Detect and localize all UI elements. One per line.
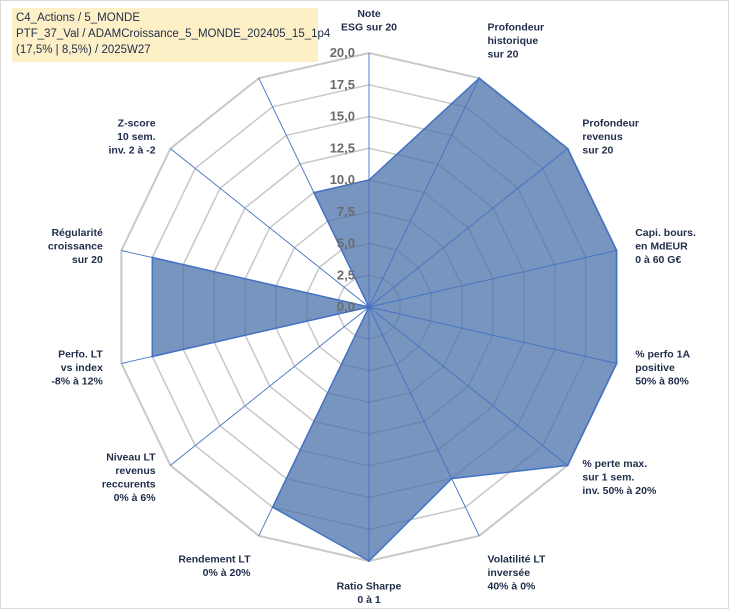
axis-label-line: vs index [61,362,103,374]
tick-label: 7,5 [337,204,355,219]
axis-label-line: inv. 50% à 20% [582,485,657,497]
chart-title-box: C4_Actions / 5_MONDE PTF_37_Val / ADAMCr… [12,8,331,62]
tick-label: 0,0 [337,299,355,314]
axis-label-line: 10 sem. [117,131,156,143]
axis-spoke [368,306,568,466]
axis-label-line: inversée [488,567,531,579]
axis-spoke [368,306,480,536]
title-line-2: PTF_37_Val / ADAMCroissance_5_MONDE_2024… [16,28,331,40]
axis-label-line: positive [635,362,675,374]
axis-label-line: Régularité [51,227,103,239]
axis-spoke [170,306,370,466]
axis-spoke [121,306,370,364]
tick-label: 2,5 [337,267,355,282]
axis-label-line: Ratio Sharpe [337,581,402,593]
axis-label-line: Rendement LT [178,553,251,565]
axis-label: % perte max. sur 1 sem.inv. 50% à 20% [582,458,657,497]
axis-label-line: inv. 2 à -2 [109,145,156,157]
axis-label-line: % perfo 1A [635,349,690,361]
axis-spoke [121,250,370,308]
axis-label-line: Profondeur [582,118,639,130]
axis-label-line: Perfo. LT [58,349,103,361]
axis-spoke [368,148,568,308]
axis-label-line: en MdEUR [635,241,688,253]
axis-label-line: sur 20 [488,49,519,61]
axis-label-line: 0% à 6% [114,492,157,504]
axis-label-line: sur 20 [582,145,613,157]
axis-label-line: sur 20 [72,254,103,266]
axis-label-line: 40% à 0% [488,580,537,592]
axis-label: Rendement LT 0% à 20% [178,553,251,579]
axis-spoke [368,78,480,308]
axis-label-line: Volatilité LT [488,553,547,565]
title-line-3: (17,5% | 8,5%) / 2025W27 [16,44,151,56]
axis-label-line: % perte max. [582,458,647,470]
axis-label-line: historique [488,35,539,47]
tick-label: 20,0 [330,45,355,60]
tick-label: 17,5 [330,77,355,92]
title-line-1: C4_Actions / 5_MONDE [16,12,140,24]
axis-spoke [258,78,370,308]
axis-label-line: 50% à 80% [635,376,689,388]
axis-label-line: croissance [48,241,103,253]
axis-label: Note ESG sur 20 [341,8,397,33]
axis-label-line: 0% à 20% [203,567,252,579]
axis-label-line: revenus [115,465,155,477]
axis-label-line: Z-score [118,118,156,130]
axis-label-line: 0 à 1 [357,594,381,606]
axis-spoke [368,306,617,364]
tick-label: 15,0 [330,109,355,124]
axis-label-line: Profondeur [488,22,545,34]
axis-spoke [170,148,370,308]
axis-label-line: Niveau LT [106,451,156,463]
radial-tick-labels: 0,0 2,5 5,0 7,5 10,0 12,5 15,0 17,5 20,0 [330,45,355,314]
axis-label-line: sur 1 sem. [582,472,634,484]
axis-label-line: reccurents [102,478,156,490]
axis-spoke [368,250,617,308]
axis-label-line: Note [357,8,380,20]
tick-label: 12,5 [330,140,355,155]
axis-label-line: ESG sur 20 [341,22,397,34]
axis-spokes [121,53,617,561]
axis-label-line: revenus [582,131,622,143]
axis-label-line: -8% à 12% [51,376,103,388]
axis-label-line: Capi. bours. [635,227,696,239]
axis-label-line: 0 à 60 G€ [635,254,681,266]
axis-spoke [258,306,370,536]
tick-label: 5,0 [337,236,355,251]
tick-label: 10,0 [330,172,355,187]
